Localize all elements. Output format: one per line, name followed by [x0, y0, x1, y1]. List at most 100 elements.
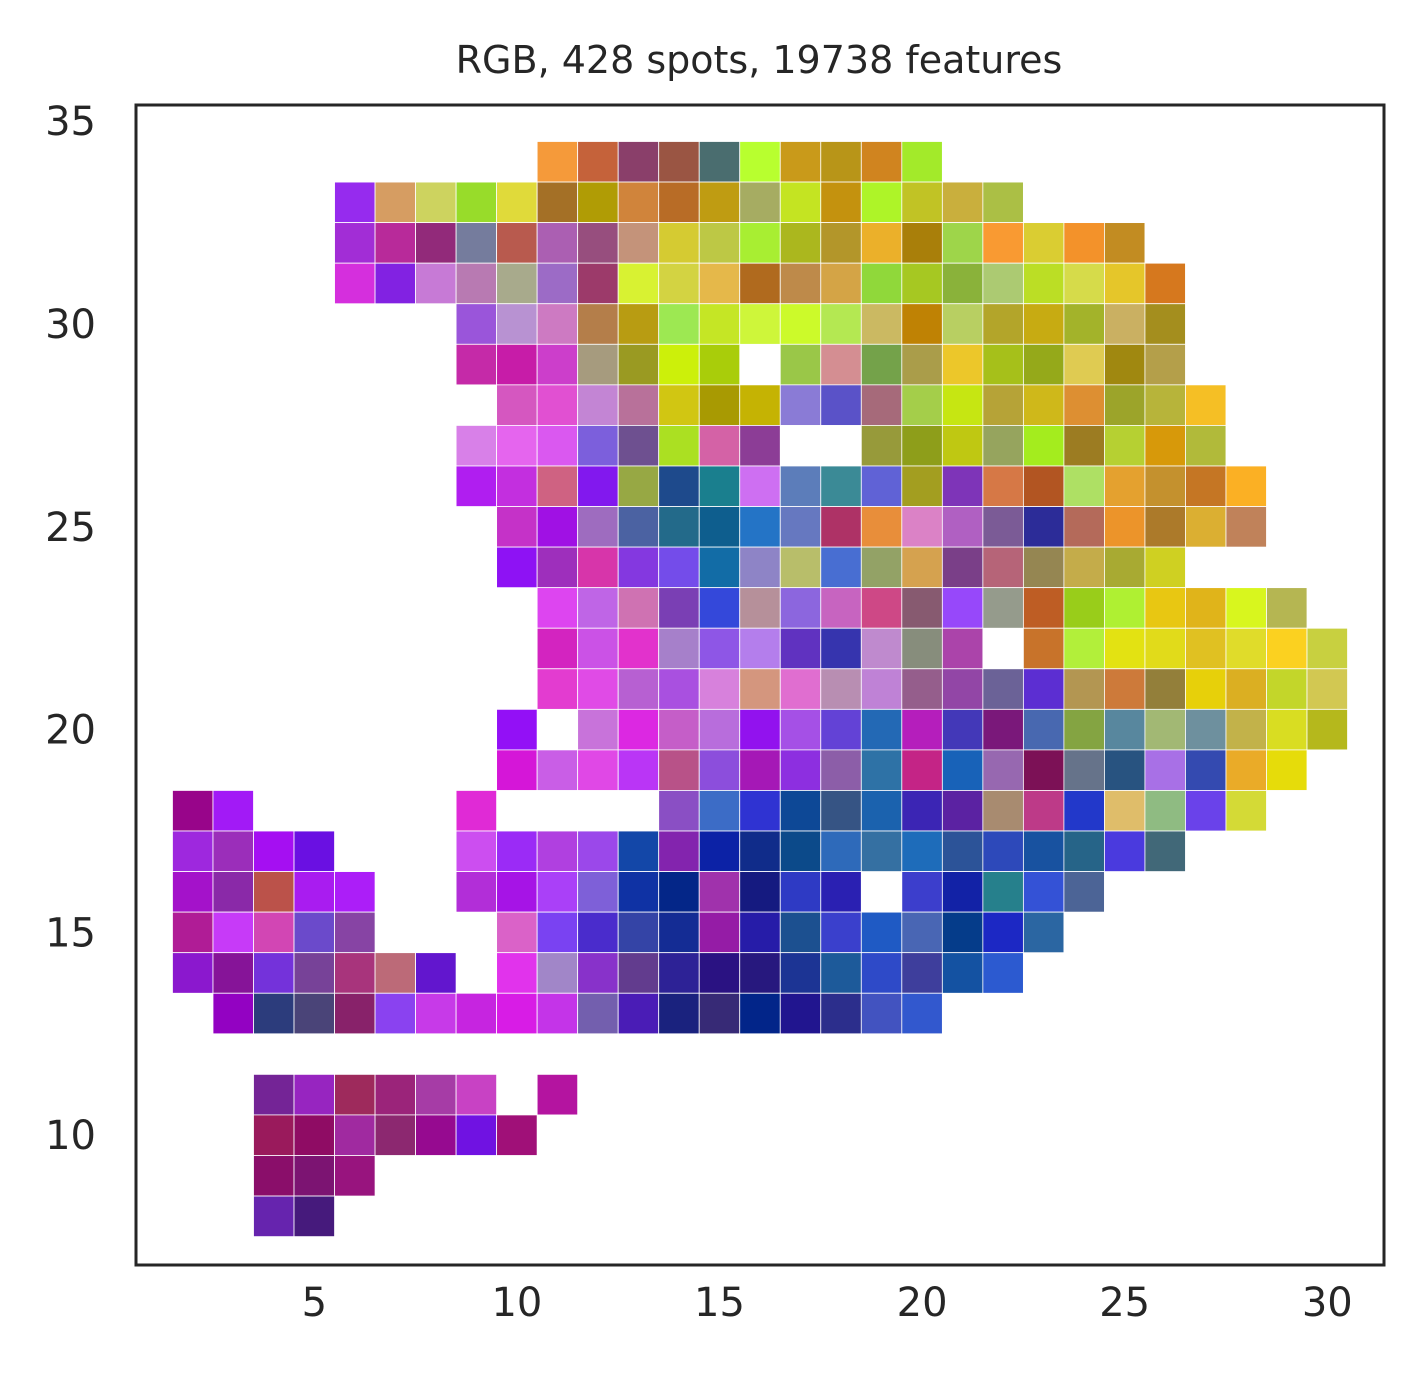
spot-cell [658, 303, 700, 345]
spot-cell [172, 911, 214, 954]
spot-cell [860, 262, 903, 305]
spot-cell [658, 262, 700, 305]
x-tick-label: 30 [1302, 1280, 1353, 1326]
spot-cell [496, 749, 538, 791]
spot-cell [698, 911, 741, 954]
spot-cell [617, 587, 660, 629]
spot-cell [739, 952, 781, 994]
spot-cell [617, 749, 660, 791]
spot-cell [293, 871, 335, 913]
spot-cell [334, 222, 376, 264]
spot-cell [334, 911, 376, 954]
spot-cell [1225, 790, 1267, 832]
spot-cell [820, 141, 862, 183]
spot-cell [982, 952, 1024, 994]
spot-cell [658, 871, 700, 913]
spot-cell [1185, 587, 1227, 629]
spot-cell [1185, 668, 1227, 710]
spot-cell [617, 871, 660, 913]
spot-cell [172, 952, 214, 994]
spot-cell [982, 384, 1024, 426]
spot-cell [820, 303, 862, 345]
spot-cell [374, 262, 416, 305]
spot-cell [496, 303, 538, 345]
spot-cell [698, 952, 741, 994]
spot-cell [901, 587, 943, 629]
spot-cell [577, 222, 619, 264]
spot-cell [1022, 668, 1065, 710]
spot-cell [1022, 627, 1065, 670]
spot-cell [860, 181, 903, 224]
spot-cell [1063, 343, 1105, 386]
spot-cell [617, 546, 660, 589]
spot-cell [739, 465, 781, 507]
spot-cell [820, 708, 862, 751]
spot-cell [577, 668, 619, 710]
spot-cell [536, 668, 579, 710]
spot-cell [941, 425, 984, 467]
spot-cell [577, 708, 619, 751]
spot-cell [658, 425, 700, 467]
spot-cell [577, 627, 619, 670]
spot-cell [779, 262, 822, 305]
spot-cell [1063, 668, 1105, 710]
spot-cell [779, 587, 822, 629]
spot-cell [1144, 749, 1186, 791]
spot-cell [617, 952, 660, 994]
spot-cell [1022, 830, 1065, 872]
spot-cell [698, 465, 741, 507]
spot-cell [698, 262, 741, 305]
spot-cell [739, 749, 781, 791]
spot-cell [1022, 749, 1065, 791]
spot-cell [536, 181, 579, 224]
spot-cell [577, 992, 619, 1035]
spot-cell [739, 790, 781, 832]
spot-cell [820, 627, 862, 670]
spot-cell [1225, 627, 1267, 670]
spot-cell [820, 222, 862, 264]
spot-cell [1104, 830, 1146, 872]
spot-cell [860, 992, 903, 1035]
spot-cell [1185, 749, 1227, 791]
y-tick-label: 35 [45, 99, 96, 145]
spot-cell [496, 181, 538, 224]
spot-cell [698, 708, 741, 751]
spot-cell [212, 871, 254, 913]
spot-cell [293, 952, 335, 994]
spot-cell [779, 668, 822, 710]
spot-cell [698, 222, 741, 264]
spot-cell [779, 952, 822, 994]
spot-cell [253, 1155, 295, 1197]
spot-cell [334, 1155, 376, 1197]
spot-cell [698, 546, 741, 589]
spot-cell [739, 181, 781, 224]
spot-cell [941, 181, 984, 224]
spot-cell [698, 992, 741, 1035]
spot-cell [739, 627, 781, 670]
spot-cell [496, 465, 538, 507]
spot-cell [1063, 790, 1105, 832]
spot-cell [658, 343, 700, 386]
spot-cell [1104, 790, 1146, 832]
spot-cell [779, 506, 822, 548]
spot-cell [617, 830, 660, 872]
spot-cell [820, 384, 862, 426]
spot-cell [617, 384, 660, 426]
spot-cell [1063, 871, 1105, 913]
spot-cell [658, 222, 700, 264]
spot-cell [779, 141, 822, 183]
spot-cell [901, 262, 943, 305]
spot-cell [253, 871, 295, 913]
x-axis-ticks: 5 10 15 20 25 30 [302, 1280, 1353, 1326]
spot-cell [860, 465, 903, 507]
spot-cell [172, 830, 214, 872]
spot-cell [941, 749, 984, 791]
spot-cell [334, 871, 376, 913]
spot-cell [698, 587, 741, 629]
spot-cell [901, 343, 943, 386]
spot-cell [617, 141, 660, 183]
spot-cell [658, 506, 700, 548]
spot-cell [415, 1073, 457, 1116]
spot-cell [212, 952, 254, 994]
